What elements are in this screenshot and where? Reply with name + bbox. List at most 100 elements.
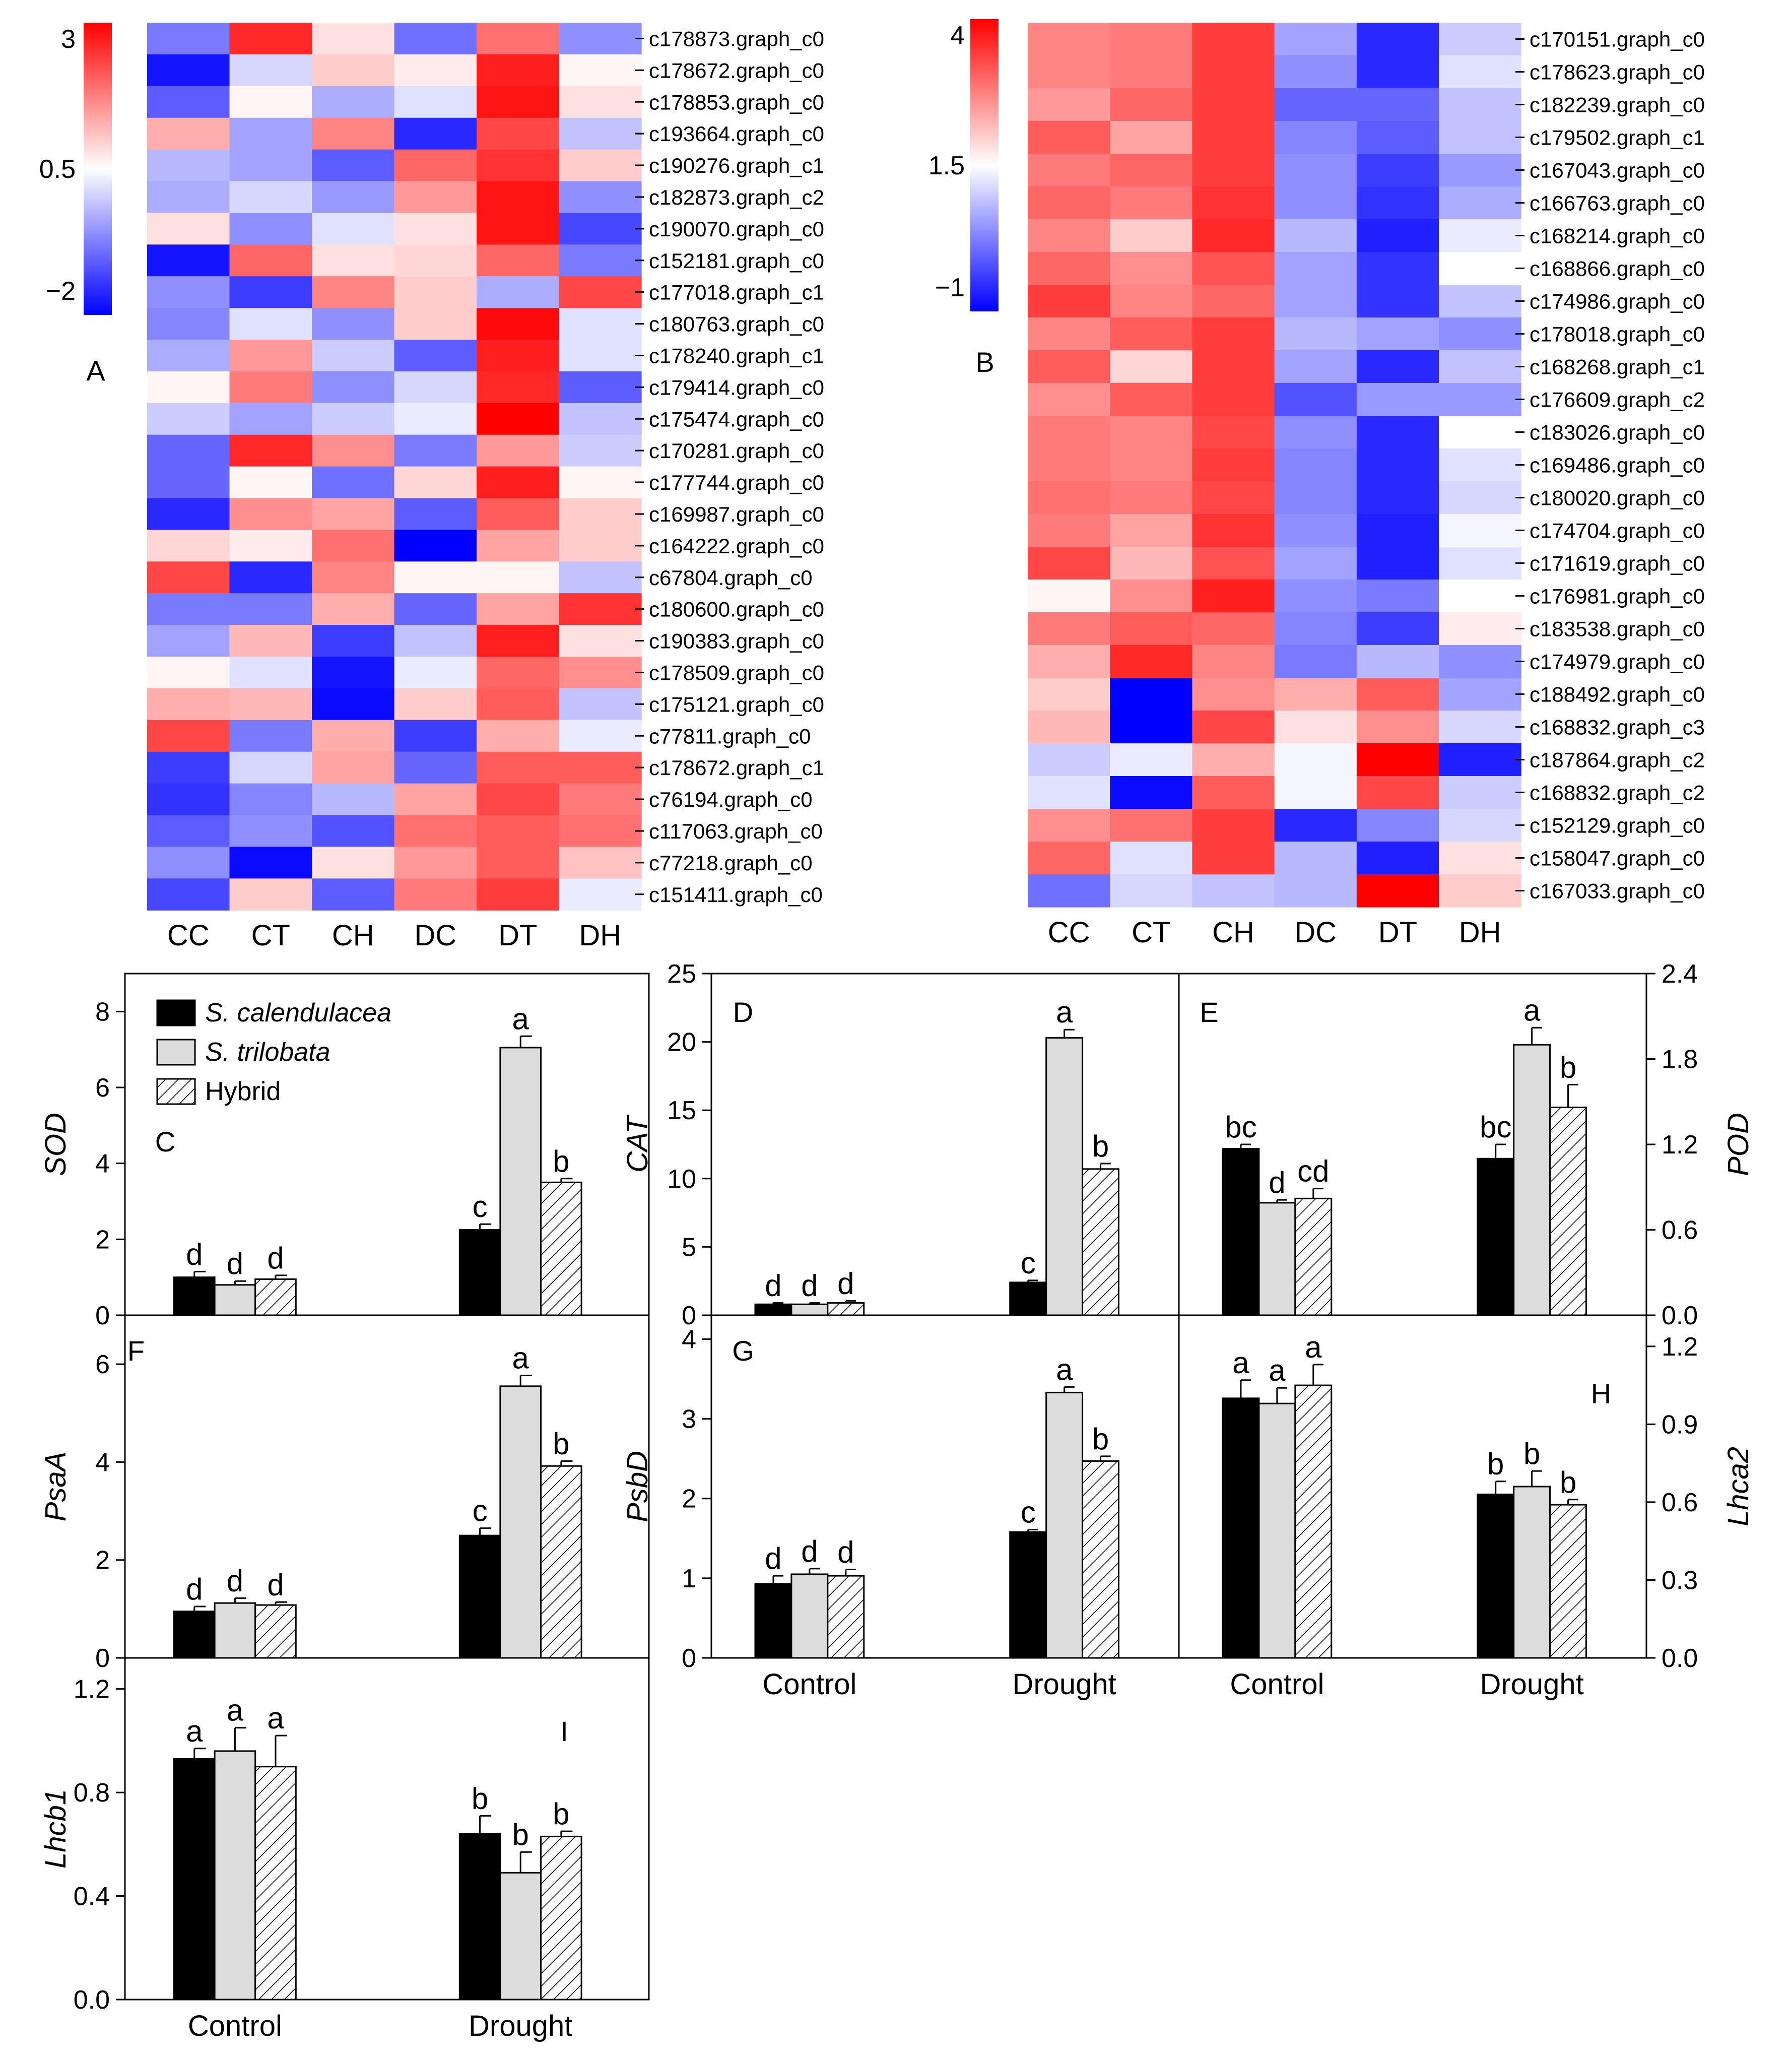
y-tick-label: 3 (682, 1405, 696, 1434)
panel-label-I: I (560, 1715, 568, 1747)
legend-label-hybrid: Hybrid (205, 1077, 281, 1106)
heatmap-cell (1110, 678, 1192, 711)
heatmap-cell (147, 498, 230, 530)
heatmap-cell (1028, 874, 1110, 908)
panel-label-E: E (1200, 996, 1218, 1028)
heatmap-cell (1356, 580, 1439, 613)
heatmap-cell (147, 561, 230, 594)
heatmap-cell (312, 720, 395, 752)
heatmap-cell (312, 530, 395, 562)
heatmap-cell (229, 403, 312, 435)
y-axis-label: CAT (621, 1115, 654, 1173)
heatmap-cell (1192, 514, 1275, 547)
heatmap-cell (559, 149, 642, 182)
color-scale-tick: 1.5 (928, 151, 965, 180)
heatmap-cell (1192, 678, 1275, 711)
row-label: c180763.graph_c0 (649, 312, 824, 336)
heatmap-cell (147, 625, 230, 657)
significance-letter: a (512, 1341, 529, 1375)
bar-hybrid (1294, 1384, 1333, 1659)
significance-letter: bc (1480, 1110, 1511, 1144)
row-label: c188492.graph_c0 (1530, 683, 1705, 706)
heatmap-cell (147, 54, 230, 87)
heatmap-cell (1356, 186, 1439, 220)
heatmap-cell (394, 783, 477, 816)
heatmap-cell (477, 498, 560, 530)
row-label: c67804.graph_c0 (649, 566, 813, 590)
significance-letter: a (1232, 1346, 1249, 1380)
heatmap-cell (312, 149, 395, 182)
heatmap-cell (229, 688, 312, 721)
heatmap-cell (1439, 23, 1521, 56)
heatmap-cell (1356, 678, 1439, 711)
y-tick-label: 0 (682, 1644, 696, 1673)
heatmap-cell (1274, 547, 1357, 580)
row-label: c175474.graph_c0 (649, 407, 824, 431)
color-scale-tick: 0.5 (39, 155, 76, 184)
heatmap-cell (1356, 874, 1439, 908)
heatmap-cell (1110, 547, 1192, 580)
y-tick-label: 2 (95, 1546, 110, 1575)
heatmap-cell (229, 657, 312, 689)
heatmap-cell (394, 751, 477, 784)
heatmap-cell (1110, 612, 1192, 646)
heatmap-cell (1028, 678, 1110, 711)
heatmap-cell (477, 117, 560, 150)
y-tick-label: 5 (682, 1233, 696, 1262)
y-tick-label: 0 (95, 1644, 110, 1673)
heatmap-cell (229, 530, 312, 562)
heatmap-cell (559, 117, 642, 150)
heatmap-cell (1356, 88, 1439, 121)
heatmap-cell (1110, 317, 1192, 351)
significance-letter: cd (1297, 1154, 1329, 1188)
heatmap-cell (1028, 121, 1110, 154)
heatmap-cell (1274, 809, 1357, 842)
bar-trilobata (1513, 1044, 1551, 1316)
heatmap-cell (229, 213, 312, 245)
bar-calendulacea (458, 1833, 501, 2001)
y-tick-label: 1 (682, 1564, 696, 1593)
significance-letter: d (1269, 1166, 1285, 1199)
significance-letter: d (227, 1247, 243, 1280)
bar-calendulacea (1477, 1158, 1515, 1316)
heatmap-cell (394, 340, 477, 372)
row-label: c190276.graph_c1 (649, 154, 824, 177)
heatmap-cell (477, 54, 560, 87)
heatmap-cell (394, 498, 477, 530)
heatmap-cell (394, 815, 477, 847)
bar-hybrid (540, 1835, 582, 2001)
row-label: c175121.graph_c0 (649, 692, 824, 716)
significance-letter: bc (1225, 1110, 1256, 1144)
heatmap-cell (1028, 383, 1110, 416)
heatmap-cell (147, 149, 230, 182)
row-label: c168866.graph_c0 (1530, 257, 1705, 281)
heatmap-cell (559, 815, 642, 847)
heatmap-cell (1028, 186, 1110, 220)
heatmap-cell (394, 23, 477, 55)
row-label: c167033.graph_c0 (1530, 879, 1705, 903)
heatmap-cell (1028, 809, 1110, 842)
heatmap-cell (394, 466, 477, 499)
heatmap-cell (147, 340, 230, 372)
heatmap-cell (559, 688, 642, 721)
heatmap-cell (229, 149, 312, 182)
y-tick-label: 4 (95, 1448, 110, 1477)
legend: S. calendulacea S. trilobata Hybrid (156, 998, 391, 1106)
heatmap-cell (1110, 842, 1192, 875)
row-label: c174979.graph_c0 (1530, 650, 1705, 674)
heatmap-cell (1356, 645, 1439, 678)
bar-hybrid (254, 1766, 297, 2001)
bar-trilobata (1045, 1037, 1084, 1316)
heatmap-cell (559, 720, 642, 752)
heatmap-cell (1110, 285, 1192, 318)
heatmap-cell (1356, 842, 1439, 875)
heatmap-cell (1274, 612, 1357, 646)
row-label: c182873.graph_c2 (649, 185, 824, 209)
y-tick-label: 4 (682, 1325, 696, 1354)
y-tick-label: 8 (95, 997, 110, 1026)
heatmap-cell (1192, 219, 1275, 252)
heatmap-cell (1439, 383, 1521, 416)
bar-trilobata (1258, 1402, 1296, 1659)
